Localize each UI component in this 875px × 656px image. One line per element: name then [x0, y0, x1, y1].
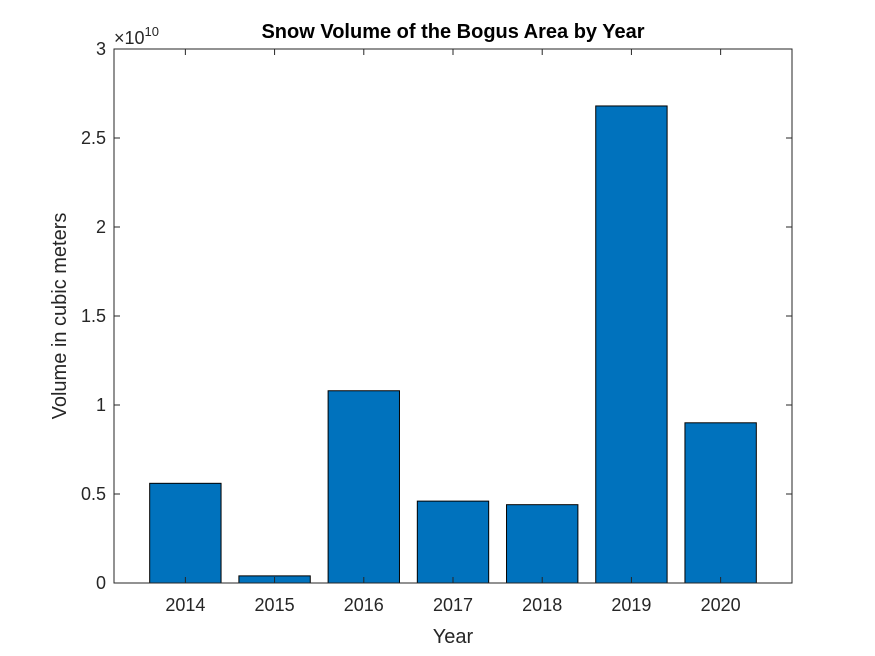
x-tick-label-2015: 2015 — [255, 595, 295, 615]
y-tick-label: 2 — [96, 217, 106, 237]
y-axis-label: Volume in cubic meters — [49, 213, 71, 420]
chart-title: Snow Volume of the Bogus Area by Year — [261, 21, 644, 43]
y-tick-label: 1 — [96, 395, 106, 415]
y-tick-label: 3 — [96, 39, 106, 59]
x-tick-label-2017: 2017 — [433, 595, 473, 615]
bar-2016 — [327, 390, 400, 584]
y-ticks-group: 0 0.5 1 1.5 2 2.5 3 — [81, 39, 792, 593]
bars-group — [149, 105, 757, 584]
y-exponent-label: ×1010 — [114, 24, 159, 48]
x-tick-label-2014: 2014 — [165, 595, 205, 615]
y-tick-label: 0.5 — [81, 484, 106, 504]
x-tick-label-2018: 2018 — [522, 595, 562, 615]
bar-2019 — [595, 105, 668, 584]
bar-2020 — [684, 422, 757, 584]
y-tick-label: 2.5 — [81, 128, 106, 148]
x-ticks-group: 2014 2015 2016 2017 2018 2019 2020 — [165, 49, 741, 615]
bar-2014 — [149, 482, 222, 584]
x-axis-label: Year — [433, 626, 474, 648]
plot-area — [114, 49, 792, 583]
bar-2018 — [506, 504, 579, 584]
x-tick-label-2019: 2019 — [611, 595, 651, 615]
x-tick-label-2020: 2020 — [701, 595, 741, 615]
x-tick-label-2016: 2016 — [344, 595, 384, 615]
y-tick-label: 1.5 — [81, 306, 106, 326]
bar-2017 — [416, 500, 490, 584]
y-tick-label: 0 — [96, 573, 106, 593]
